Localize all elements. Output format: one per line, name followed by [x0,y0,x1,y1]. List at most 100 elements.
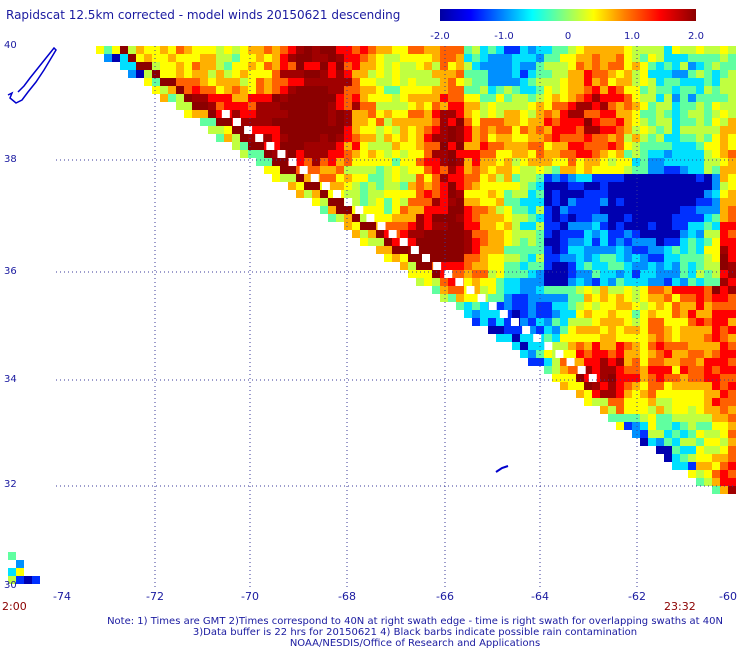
wind-cell [672,254,680,262]
wind-cell [384,174,392,182]
wind-cell [344,134,352,142]
wind-cell [504,230,512,238]
wind-cell [624,390,632,398]
wind-cell [720,150,728,158]
wind-cell [656,262,664,270]
wind-cell [552,126,560,134]
wind-cell [576,326,584,334]
wind-cell [176,62,184,70]
wind-cell [672,46,680,54]
wind-cell [456,62,464,70]
wind-cell [600,286,608,294]
wind-cell [456,246,464,254]
wind-cell [232,110,240,118]
wind-cell [624,302,632,310]
wind-cell [144,46,152,54]
wind-cell [584,142,592,150]
wind-cell [624,230,632,238]
swath-gap-cell [333,190,341,198]
wind-cell [600,358,608,366]
wind-cell [712,190,720,198]
wind-cell [688,174,696,182]
wind-cell [704,430,712,438]
wind-cell [328,206,336,214]
wind-cell [464,70,472,78]
wind-cell [568,174,576,182]
wind-cell [672,102,680,110]
wind-cell [712,262,720,270]
wind-cell [624,310,632,318]
wind-cell [720,342,728,350]
wind-cell [504,286,512,294]
wind-cell [240,142,248,150]
wind-cell [456,270,464,278]
wind-cell [600,142,608,150]
wind-cell [360,70,368,78]
wind-cell [496,238,504,246]
wind-cell [720,254,728,262]
wind-cell [24,576,32,584]
wind-cell [720,486,728,494]
wind-cell [504,326,512,334]
wind-cell [688,414,696,422]
wind-cell [456,86,464,94]
wind-cell [648,222,656,230]
swath-gap-cell [478,294,486,302]
wind-cell [168,46,176,54]
wind-cell [288,134,296,142]
wind-cell [584,70,592,78]
wind-cell [456,230,464,238]
wind-cell [304,62,312,70]
wind-cell [616,238,624,246]
wind-cell [600,102,608,110]
wind-cell [568,254,576,262]
wind-cell [432,46,440,54]
wind-cell [400,246,408,254]
wind-cell [616,94,624,102]
wind-cell [656,422,664,430]
wind-cell [688,54,696,62]
lon-label: -70 [241,590,259,603]
wind-cell [720,142,728,150]
wind-cell [664,270,672,278]
wind-cell [456,94,464,102]
wind-cell [320,190,328,198]
wind-cell [456,134,464,142]
wind-cell [616,334,624,342]
wind-cell [632,246,640,254]
lon-label: -64 [531,590,549,603]
wind-cell [480,254,488,262]
wind-cell [472,94,480,102]
wind-cell [328,174,336,182]
wind-cell [688,126,696,134]
wind-cell [544,166,552,174]
wind-cell [640,198,648,206]
wind-cell [632,318,640,326]
wind-cell [224,94,232,102]
wind-cell [264,54,272,62]
wind-cell [544,158,552,166]
wind-cell [712,110,720,118]
wind-cell [624,262,632,270]
wind-cell [720,102,728,110]
wind-cell [720,62,728,70]
wind-cell [528,302,536,310]
wind-cell [464,294,472,302]
wind-cell [464,110,472,118]
wind-cell [528,158,536,166]
wind-cell [632,86,640,94]
wind-cell [560,270,568,278]
wind-cell [280,110,288,118]
wind-cell [576,334,584,342]
wind-cell [288,118,296,126]
wind-cell [376,102,384,110]
wind-cell [648,366,656,374]
wind-cell [648,54,656,62]
wind-cell [616,134,624,142]
wind-cell [616,86,624,94]
wind-cell [544,62,552,70]
wind-cell [688,350,696,358]
wind-cell [528,238,536,246]
wind-cell [680,294,688,302]
swath-gap-cell [378,222,386,230]
